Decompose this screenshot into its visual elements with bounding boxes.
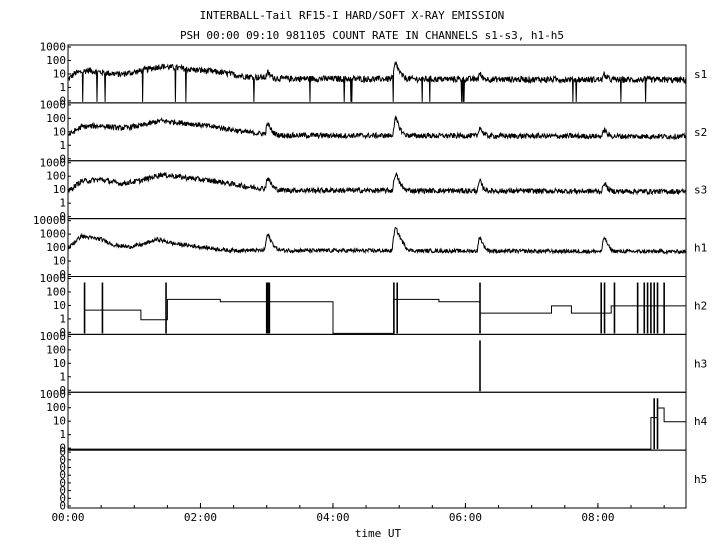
y-tick-label: 1000 (40, 98, 67, 111)
y-tick-label: 0 (59, 492, 66, 505)
y-tick-label: 100 (46, 170, 66, 183)
y-tick-label: 10000 (33, 214, 66, 227)
panel-frame (67, 449, 687, 509)
y-tick-label: 1 (59, 428, 66, 441)
series-line-s1 (67, 61, 687, 102)
y-tick-label: 1000 (40, 228, 67, 241)
y-tick-label: 1000 (40, 330, 67, 343)
y-tick-label: 10 (53, 67, 66, 80)
x-axis-label: time UT (355, 527, 402, 540)
step-line-h2 (84, 298, 686, 334)
y-tick-label: 0 (59, 469, 66, 482)
y-tick-label: 0 (59, 384, 66, 397)
x-axis: 00:00 02:00 04:00 06:00 08:00 (51, 503, 665, 524)
y-tick-label: 0 (59, 446, 66, 459)
y-tick-label: 0 (59, 152, 66, 165)
y-tick-label: 1 (59, 81, 66, 94)
x-tick-label: 08:00 (581, 511, 614, 524)
y-tick-label: 10 (53, 415, 66, 428)
y-tick-label: 0 (59, 268, 66, 281)
y-tick-label: 100 (46, 343, 66, 356)
chart-title: INTERBALL-Tail RF15-I HARD/SOFT X-RAY EM… (200, 9, 505, 22)
x-tick-label: 00:00 (51, 511, 84, 524)
y-tick-label: 0 (59, 442, 66, 455)
chart-subtitle: PSH 00:00 09:10 981105 COUNT RATE IN CHA… (180, 29, 564, 42)
panel-frame (67, 218, 687, 277)
y-tick-label: 100 (46, 401, 66, 414)
y-tick-label: 0 (59, 94, 66, 107)
chart-panels: s110001001010s210001001010s310001001010h… (33, 41, 708, 513)
y-tick-label: 0 (59, 500, 66, 513)
step-line-h4 (68, 407, 686, 450)
y-tick-label: 100 (46, 285, 66, 298)
panel-frame (67, 44, 687, 104)
y-tick-label: 10 (53, 183, 66, 196)
y-tick-label: 0 (59, 326, 66, 339)
y-tick-label: 1 (59, 197, 66, 210)
channel-label-h1: h1 (694, 242, 707, 255)
y-tick-label: 1000 (40, 272, 67, 285)
y-tick-label: 1000 (40, 156, 67, 169)
channel-label-h3: h3 (694, 357, 707, 370)
channel-label-s2: s2 (694, 126, 707, 139)
y-tick-label: 0 (59, 210, 66, 223)
channel-label-s1: s1 (694, 68, 707, 81)
panel-frame (67, 333, 687, 393)
series-line-s2 (67, 115, 687, 141)
series-line-h1 (67, 227, 687, 256)
y-tick-label: 1 (59, 370, 66, 383)
panel-frame (67, 391, 687, 451)
y-tick-label: 1 (59, 139, 66, 152)
y-tick-label: 1000 (40, 388, 67, 401)
x-tick-label: 04:00 (316, 511, 349, 524)
series-line-s3 (67, 171, 687, 196)
y-tick-label: 100 (46, 241, 66, 254)
y-tick-label: 10 (53, 255, 66, 268)
y-tick-label: 100 (46, 112, 66, 125)
y-tick-label: 10 (53, 357, 66, 370)
x-tick-label: 02:00 (184, 511, 217, 524)
panel-frame (67, 102, 687, 162)
y-tick-label: 0 (59, 476, 66, 489)
channel-label-s3: s3 (694, 184, 707, 197)
panel-frame (67, 276, 687, 335)
channel-label-h2: h2 (694, 299, 707, 312)
y-tick-label: 1 (59, 312, 66, 325)
y-tick-label: 0 (59, 461, 66, 474)
y-tick-label: 0 (59, 453, 66, 466)
y-tick-label: 100 (46, 54, 66, 67)
channel-label-h4: h4 (694, 415, 708, 428)
channel-label-h5: h5 (694, 473, 707, 486)
y-tick-label: 0 (59, 484, 66, 497)
y-tick-label: 1000 (40, 41, 67, 54)
x-tick-label: 06:00 (449, 511, 482, 524)
y-tick-label: 10 (53, 125, 66, 138)
y-tick-label: 10 (53, 299, 66, 312)
